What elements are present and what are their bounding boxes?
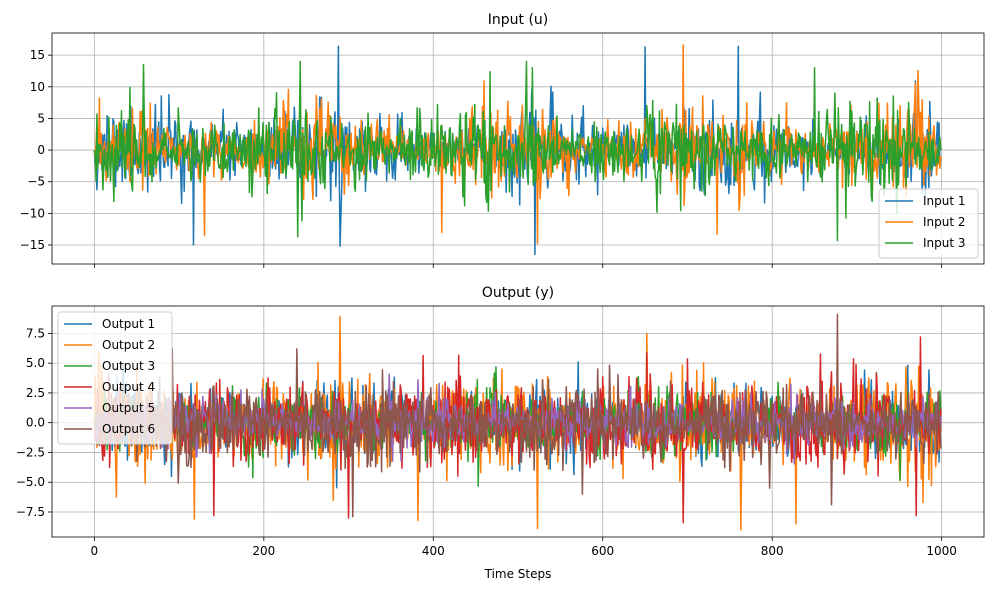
x-tick-label: 600: [591, 544, 614, 558]
y-tick-label: 15: [30, 48, 45, 62]
x-axis-label: Time Steps: [484, 567, 552, 581]
x-tick-label: 1000: [926, 544, 957, 558]
x-tick-label: 800: [761, 544, 784, 558]
chart-title: Output (y): [482, 285, 554, 301]
series-line-6: [93, 313, 942, 518]
y-tick-label: −2.5: [16, 445, 45, 459]
axes-frame: [51, 305, 985, 538]
y-tick-label: 5: [37, 111, 45, 125]
legend-label: Output 2: [102, 338, 155, 352]
y-tick-label: 5.0: [26, 356, 45, 370]
legend-label: Output 3: [102, 359, 155, 373]
axes-frame: [51, 32, 985, 265]
legend-label: Output 6: [102, 422, 155, 436]
y-tick-label: 2.5: [26, 386, 45, 400]
y-tick-label: −7.5: [16, 505, 45, 519]
x-tick-label: 0: [91, 544, 99, 558]
legend: Input 1 Input 2 Input 3: [878, 188, 979, 259]
legend-label: Output 4: [102, 380, 155, 394]
legend-label: Input 2: [923, 215, 966, 229]
output-panel: 0 200 400 600 800 1000 −7.5 −5.0 −2.5 0.0 2.5 5.0 7.…: [16, 285, 985, 581]
y-tick-label: −5.0: [16, 475, 45, 489]
legend-label: Input 1: [923, 194, 966, 208]
series-group: [93, 313, 942, 531]
legend-box: [878, 188, 979, 259]
legend-label: Output 1: [102, 317, 155, 331]
legend: Output 1 Output 2 Output 3 Output 4 Output 5…: [57, 311, 173, 445]
y-tick-label: −5: [27, 175, 45, 189]
y-tick-label: 10: [30, 80, 45, 94]
legend-label: Output 5: [102, 401, 155, 415]
y-tick-label: 7.5: [26, 326, 45, 340]
legend-label: Input 3: [923, 236, 966, 250]
series-line-3: [93, 60, 942, 242]
y-tick-label: 0.0: [26, 416, 45, 430]
chart-title: Input (u): [488, 12, 549, 28]
x-tick-label: 200: [252, 544, 275, 558]
y-tick-label: 0: [37, 143, 45, 157]
y-tick-label: −15: [20, 238, 45, 252]
series-group: [93, 44, 942, 256]
x-tick-label: 400: [422, 544, 445, 558]
y-tick-label: −10: [20, 206, 45, 220]
